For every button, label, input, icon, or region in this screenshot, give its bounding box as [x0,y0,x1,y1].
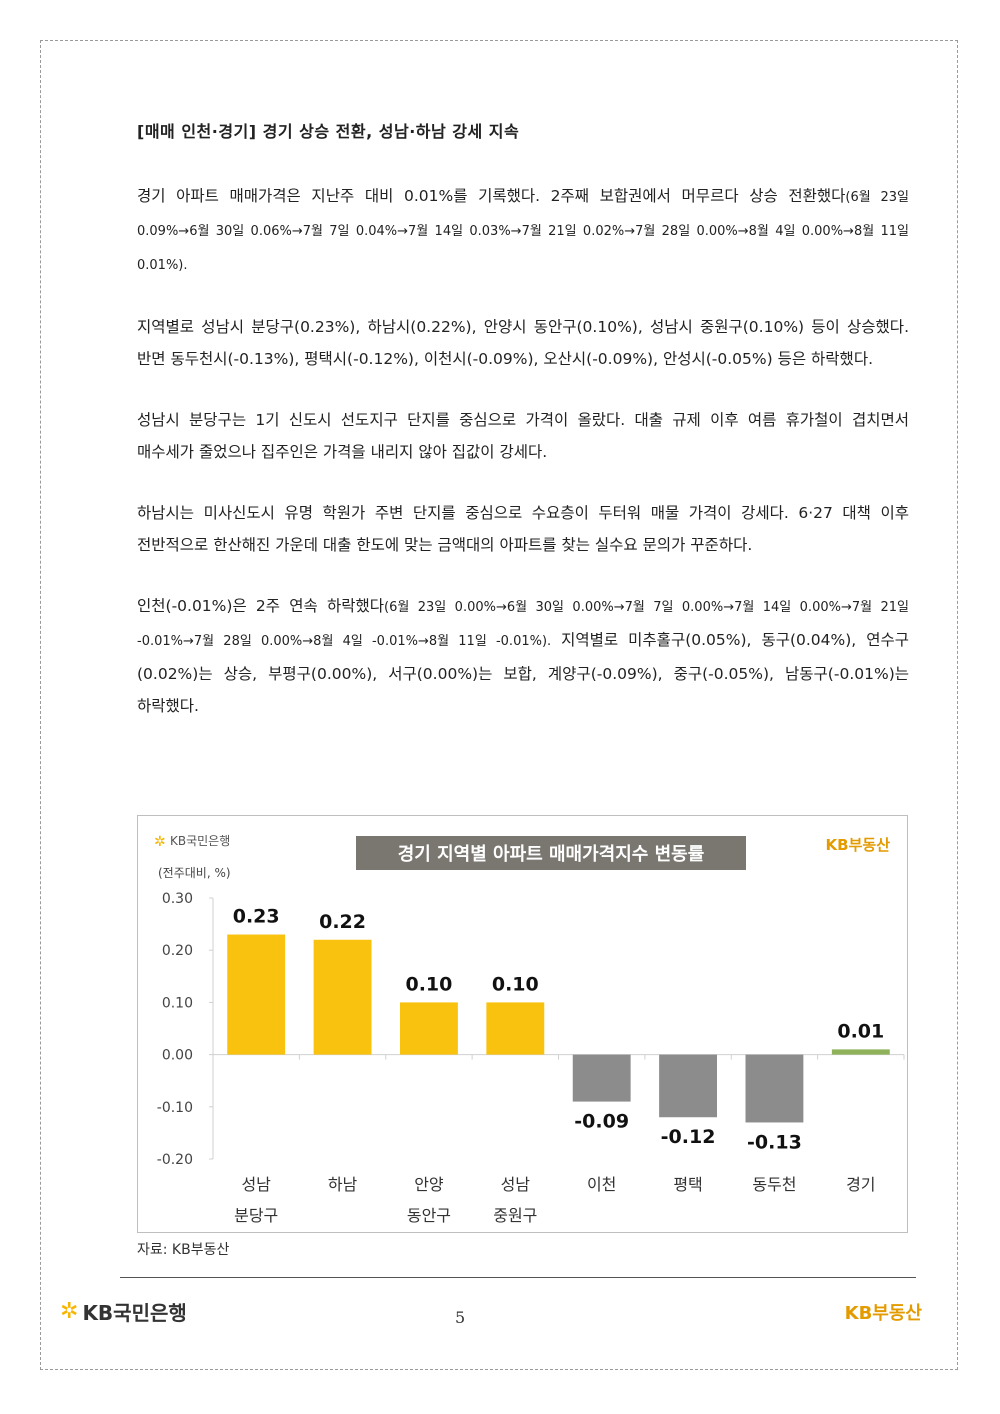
bar-value-label: -0.12 [661,1126,716,1148]
page-frame [40,40,958,1370]
bar-value-label: -0.13 [747,1131,802,1153]
bar-value-label: -0.09 [574,1111,629,1133]
x-category-label: 성남 [501,1175,531,1194]
bar [313,939,372,1055]
paragraph-text: 지역별로 미추홀구(0.05%), 동구(0.04%), 연수구(0.02%)는… [137,631,909,715]
paragraph: 지역별로 성남시 분당구(0.23%), 하남시(0.22%), 안양시 동안구… [137,311,909,375]
chart-logo-right: KB부동산 [826,836,891,854]
bar [400,1002,458,1055]
bar [227,934,286,1055]
y-tick-label: 0.30 [162,891,193,907]
y-tick-label: -0.20 [157,1152,193,1168]
paragraph-text: 하남시는 미사신도시 유명 학원가 주변 단지를 중심으로 수요층이 두터워 매… [137,504,909,554]
x-category-label: 경기 [846,1175,875,1194]
bar [831,1049,890,1055]
paragraph-text: 지역별로 성남시 분당구(0.23%), 하남시(0.22%), 안양시 동안구… [137,318,909,368]
bar [572,1054,631,1102]
paragraph: 경기 아파트 매매가격은 지난주 대비 0.01%를 기록했다. 2주째 보합권… [137,180,909,282]
bar-value-label: 0.01 [837,1020,884,1042]
bar [659,1054,717,1118]
x-category-label: 동두천 [752,1175,796,1194]
paragraph-detail: (6월 23일 0.09%→6월 30일 0.06%→7월 7일 0.04%→7… [137,190,909,273]
paragraph-text: 경기 아파트 매매가격은 지난주 대비 0.01%를 기록했다. 2주째 보합권… [137,187,846,205]
paragraph: 성남시 분당구는 1기 신도시 선도지구 단지를 중심으로 가격이 올랐다. 대… [137,404,909,468]
footer-logo-left: ✲ KB국민은행 [60,1297,187,1326]
x-category-label: 분당구 [234,1206,278,1225]
report-body: [매매 인천·경기] 경기 상승 전환, 성남·하남 강세 지속 경기 아파트 … [137,118,909,751]
paragraph-text: 인천(-0.01%)은 2주 연속 하락했다 [137,597,385,615]
y-tick-label: -0.10 [157,1100,193,1116]
bar-value-label: 0.23 [233,906,280,928]
bar-chart: ✲ KB국민은행 경기 지역별 아파트 매매가격지수 변동률 KB부동산 (전주… [137,815,908,1233]
bar-value-label: 0.10 [492,973,539,995]
paragraph-detail: (6월 23일 0.00%→6월 30일 0.00%→7월 7일 0.00%→7… [137,600,910,649]
x-category-label: 하남 [328,1175,358,1194]
footer-divider [120,1277,916,1278]
bar-value-label: 0.10 [405,973,452,995]
x-category-label: 이천 [587,1175,616,1194]
bar [745,1054,804,1123]
chart-title: 경기 지역별 아파트 매매가격지수 변동률 [398,844,705,865]
footer-logo-right: KB부동산 [844,1303,922,1324]
y-tick-label: 0.10 [162,995,193,1011]
x-category-label: 안양 [414,1175,444,1194]
chart-canvas: ✲ KB국민은행 경기 지역별 아파트 매매가격지수 변동률 KB부동산 (전주… [154,833,905,1225]
paragraph: 하남시는 미사신도시 유명 학원가 주변 단지를 중심으로 수요층이 두터워 매… [137,497,909,561]
y-tick-label: 0.20 [162,943,193,959]
y-axis-unit-label: (전주대비, %) [158,866,231,880]
x-category-label: 중원구 [493,1206,537,1225]
bar-value-label: 0.22 [319,911,366,933]
bar [486,1002,545,1055]
chart-logo-left: KB국민은행 [170,833,230,848]
source-note: 자료: KB부동산 [137,1242,230,1258]
x-category-label: 성남 [241,1175,271,1194]
page-number: 5 [455,1308,466,1327]
x-category-label: 동안구 [407,1206,451,1225]
section-title: [매매 인천·경기] 경기 상승 전환, 성남·하남 강세 지속 [137,122,520,141]
paragraph-text: 성남시 분당구는 1기 신도시 선도지구 단지를 중심으로 가격이 올랐다. 대… [137,411,909,461]
chart-logo-star-icon: ✲ [154,834,166,850]
footer-logo-left-text: KB국민은행 [82,1301,187,1325]
paragraph: 인천(-0.01%)은 2주 연속 하락했다(6월 23일 0.00%→6월 3… [137,590,909,722]
y-tick-label: 0.00 [162,1048,193,1064]
chart-title-background [356,836,746,870]
x-category-label: 평택 [673,1175,702,1194]
kb-star-icon: ✲ [60,1299,79,1324]
